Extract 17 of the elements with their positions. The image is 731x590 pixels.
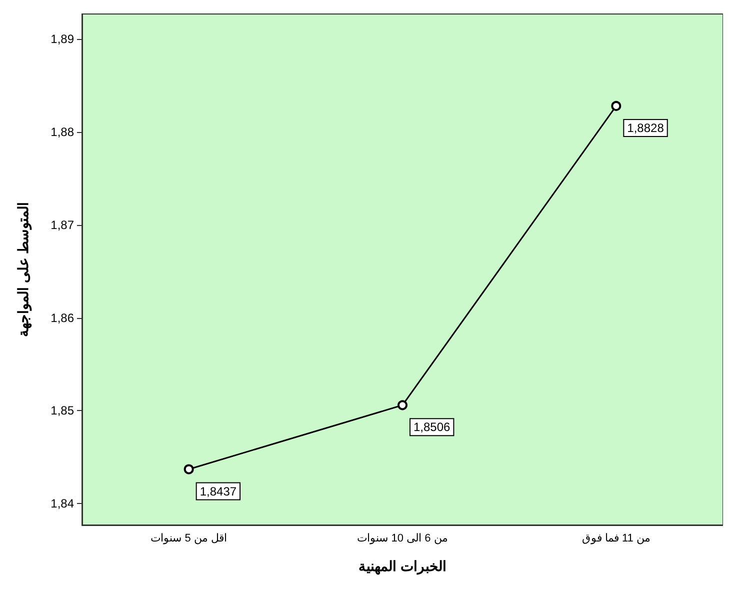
data-label: 1,8437 [200,484,237,498]
y-tick-label: 1,89 [50,32,74,46]
data-label: 1,8828 [627,120,664,135]
x-tick-label: اقل من 5 سنوات [150,532,227,544]
data-label: 1,8506 [414,420,451,434]
point [398,400,408,410]
x-tick-label: من 6 الى 10 سنوات [357,532,448,544]
point [184,464,194,474]
y-tick-label: 1,84 [50,496,74,511]
x-tick-label: من 11 فما فوق [582,532,650,544]
y-axis-title: المتوسط على المواجهة [15,202,32,337]
y-tick-label: 1,86 [50,310,74,325]
y-tick-label: 1,87 [50,218,74,232]
y-tick-label: 1,88 [50,124,74,139]
point [611,100,622,111]
x-axis-title: الخبرات المهنية [358,558,446,575]
y-tick-label: 1,85 [50,404,74,418]
